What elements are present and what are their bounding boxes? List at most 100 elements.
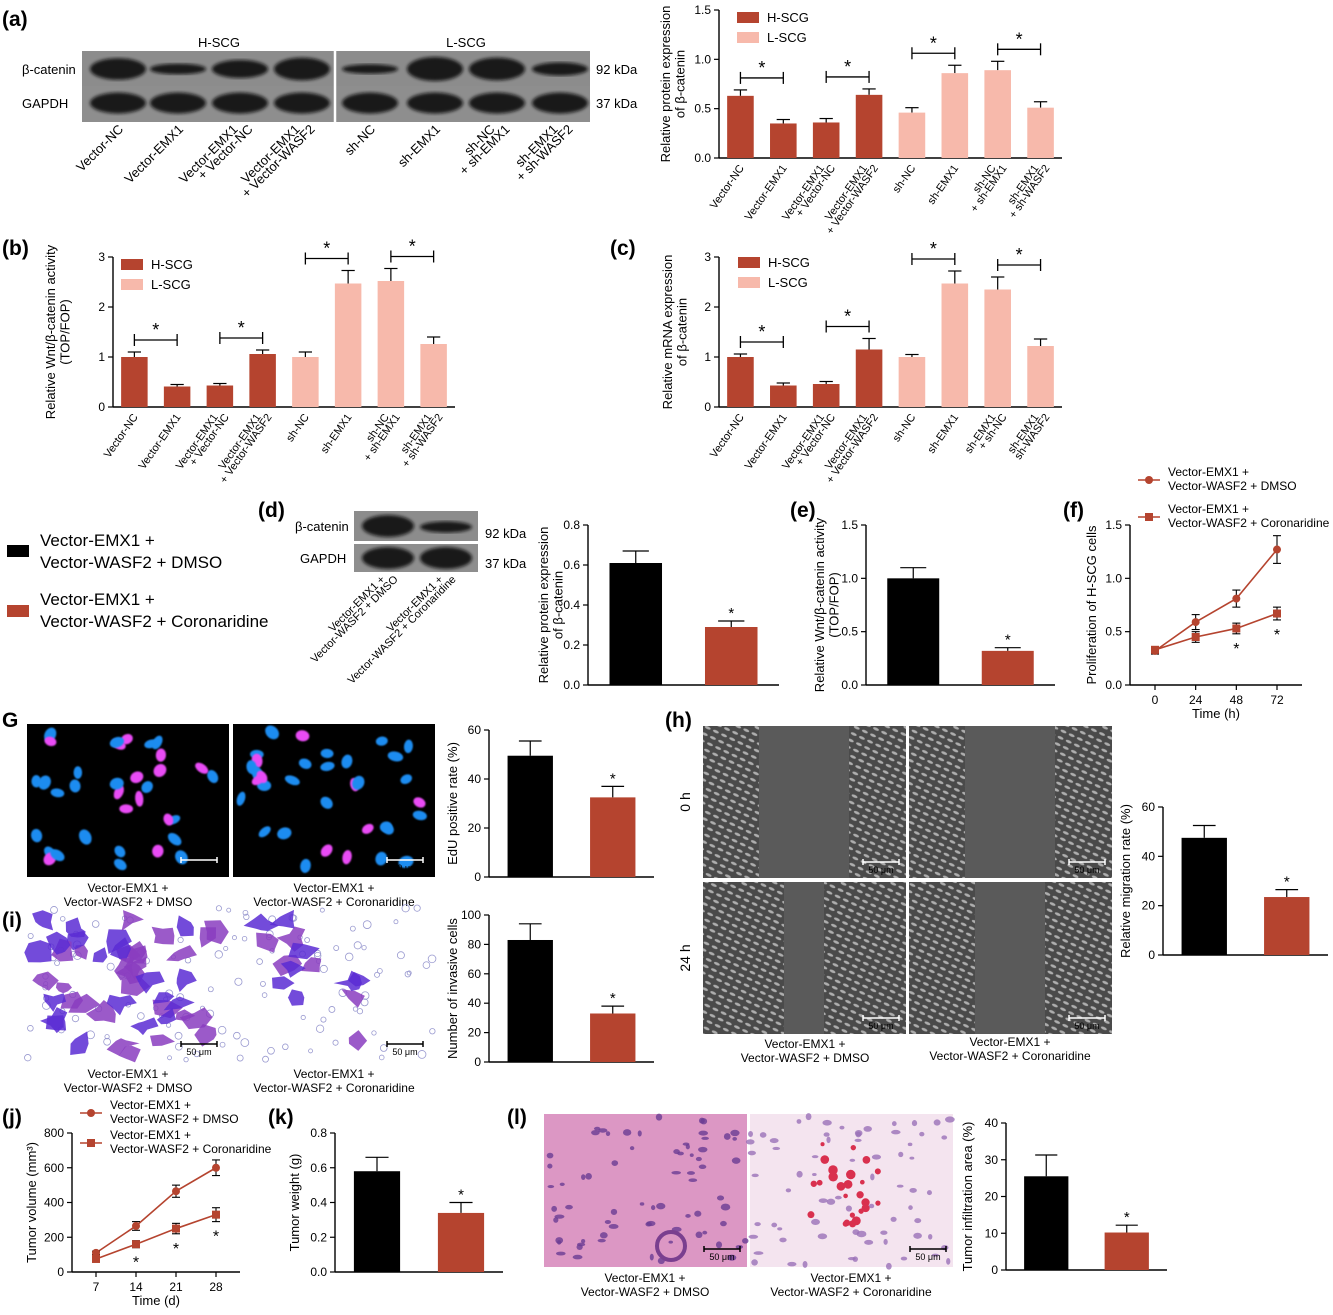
legend-label: Vector-WASF2 + Coronaridine [40,612,269,631]
pore [349,925,356,932]
nucleus [38,775,51,790]
nucleus-stain [698,1117,705,1124]
nucleus-stain [639,1202,645,1206]
invasive-cell [24,940,52,963]
bar [887,578,940,685]
y-tick-label: 20 [468,821,482,835]
nucleus-stain [608,1224,619,1229]
image-caption: Vector-WASF2 + Coronaridine [253,895,415,909]
nucleus-stain [597,1238,606,1243]
nucleus-stain [645,1221,652,1227]
nucleus-stain [870,1173,875,1181]
nucleus-stain [941,1135,948,1140]
pore [223,945,229,952]
nucleus-stain [622,1129,632,1136]
pore [333,945,340,951]
wound-healing-images: 50 μm 50 μm 50 μm 50 μm 0 h 24 h Vector-EMX1 +… [677,726,1112,1065]
y-tick-label: 0.5 [1105,625,1122,639]
nucleus-stain [759,1132,767,1138]
y-axis-label: EdU positive rate (%) [445,742,460,865]
nucleus-stain [731,1157,741,1164]
y-axis-label: Relative Wnt/β-catenin activity (TOP/FOP) [43,244,72,419]
panel-label-j: (j) [2,1106,22,1129]
nucleus [320,748,334,759]
significance-star: * [1016,29,1023,49]
pore [174,1031,183,1040]
y-axis-label-line: (TOP/FOP) [57,299,72,364]
nucleus-stain [686,1171,696,1175]
scale-bar-label: 50 μm [709,1252,734,1262]
nucleus-stain [742,1238,749,1244]
pore [242,909,249,916]
y-axis-label-line: (TOP/FOP) [826,572,841,637]
nucleus [284,775,300,786]
pore [261,992,268,998]
invasive-cell [40,1007,68,1034]
y-axis-label: Relative protein expression of β-catenin [536,527,565,684]
x-tick-label: sh-EMX1 [925,163,961,207]
nucleus-stain [547,1163,553,1169]
nucleus-stain [907,1142,913,1147]
pore [429,1028,436,1035]
invasive-cell [176,968,197,992]
x-tick-label: Vector-NC [102,412,141,460]
pore [344,952,354,962]
invasive-cell [43,993,67,1012]
blood-cell [843,1219,851,1227]
bar [1104,1232,1149,1270]
invasive-cell [256,932,279,953]
nucleus-stain [694,1210,702,1217]
nucleus-stain [655,1113,663,1121]
y-axis-label: Relative Wnt/β-catenin activity (TOP/FOP) [812,517,841,692]
nucleus-stain [754,1222,761,1227]
image-caption: Vector-EMX1 + [293,1067,374,1081]
nucleus-stain [554,1214,565,1219]
y-tick-label: 40 [468,996,482,1010]
nucleus-stain [723,1133,731,1140]
he-image [750,1114,953,1267]
y-tick-label: 0 [474,1055,481,1069]
image-caption: Vector-WASF2 + Coronaridine [770,1285,932,1299]
nucleus [320,844,333,857]
pore [27,932,34,939]
panel-label-l: (l) [507,1106,527,1129]
bar [334,283,362,407]
y-tick-label: 0.8 [310,1126,327,1140]
nucleus [352,775,365,790]
image-caption: Vector-EMX1 + [293,881,374,895]
significance-star: * [1284,874,1290,891]
nucleus-stain [852,1256,858,1262]
y-tick-label: 0.0 [841,678,858,692]
y-tick-label: 0.0 [563,678,580,692]
significance-star: * [1016,245,1023,265]
y-tick-label: 20 [985,1190,999,1204]
y-tick-label: 1 [98,350,105,364]
significance-star: * [409,237,416,257]
nucleus-stain [769,1138,779,1144]
nucleus-stain [928,1233,933,1240]
invasive-cell [341,989,365,1008]
group-legend: Vector-EMX1 + Vector-WASF2 + DMSO Vector-E… [7,531,269,631]
bar [249,354,276,407]
nucleus [113,858,127,871]
image-caption: Vector-WASF2 + DMSO [741,1051,870,1065]
significance-star: * [728,605,734,622]
blood-cell [856,1191,864,1199]
pore [362,920,372,929]
blood-cell [820,1155,830,1164]
nucleus-stain [946,1258,951,1265]
blot-band [469,92,525,114]
blood-cell [859,1179,865,1185]
molecular-weight: 37 kDa [596,96,638,111]
nucleus-stain [610,1208,618,1216]
significance-star: * [238,318,245,338]
legend-swatch [7,605,29,617]
nucleus-stain [839,1125,845,1130]
y-axis-label-line: of β-catenin [672,50,687,118]
bar [984,70,1011,158]
pore [233,1031,241,1040]
nucleus [320,761,335,772]
nucleus [403,739,413,754]
pore [104,1034,110,1040]
